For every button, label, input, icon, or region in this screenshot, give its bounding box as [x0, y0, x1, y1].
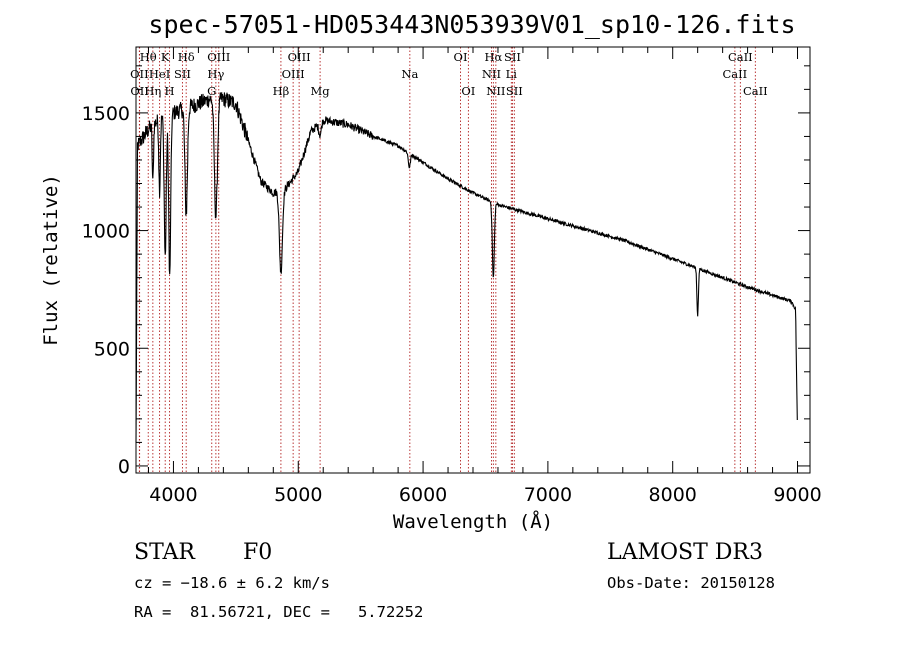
emission-line-label: Hδ: [178, 50, 195, 64]
emission-line-label: OI: [454, 50, 468, 64]
x-tick-label: 9000: [773, 484, 821, 506]
emission-line-label: OI: [461, 84, 475, 98]
axis-ticks: 4000 5000 6000 7000 8000 9000 0 500 1000 1500: [82, 47, 822, 506]
obs-date: Obs-Date: 20150128: [607, 574, 775, 592]
spectrum-line: [135, 92, 798, 443]
x-tick-label: 8000: [649, 484, 697, 506]
subclass-label: F0: [243, 540, 273, 565]
y-tick-label: 1500: [82, 103, 130, 125]
emission-line-label: G: [207, 84, 216, 98]
emission-line-label: OII: [130, 67, 149, 81]
survey-label: LAMOST DR3: [607, 540, 763, 565]
x-axis-label: Wavelength (Å): [393, 510, 553, 533]
x-tick-label: 4000: [149, 484, 197, 506]
emission-line-label: CaII: [728, 50, 753, 64]
emission-line-label: OII: [130, 84, 149, 98]
y-tick-label: 500: [94, 338, 130, 360]
emission-line-label: Hη: [144, 84, 161, 98]
chart-title: spec-57051-HD053443N053939V01_sp10-126.f…: [148, 10, 795, 39]
cz-value: cz = −18.6 ± 6.2 km/s: [134, 574, 330, 592]
emission-line-label: K: [161, 50, 170, 64]
emission-line-label: Hβ: [273, 84, 290, 98]
y-tick-label: 1000: [82, 221, 130, 243]
emission-line-label: NII: [486, 84, 505, 98]
x-tick-label: 7000: [524, 484, 572, 506]
emission-line-label: CaII: [743, 84, 768, 98]
emission-line-label: HeI: [149, 67, 170, 81]
emission-line-label: CaII: [722, 67, 747, 81]
plot-frame: [135, 46, 811, 474]
emission-line-label: Mg: [311, 84, 331, 98]
emission-line-label: OIII: [207, 50, 230, 64]
coordinates: RA = 81.56721, DEC = 5.72252: [134, 603, 424, 621]
emission-line-label: OIII: [288, 50, 311, 64]
emission-line-label: OIII: [282, 67, 305, 81]
emission-line-label: NII: [482, 67, 501, 81]
emission-line-label: Hα: [484, 50, 502, 64]
emission-line-label: H: [165, 84, 175, 98]
emission-line-label: SII: [506, 84, 523, 98]
y-tick-label: 0: [118, 456, 130, 478]
line-markers: [138, 47, 756, 473]
line-labels: OII OII Hθ Hη HeI K H Hδ SII Hγ OIII G Hβ OIII OIII Mg N…: [130, 50, 768, 98]
emission-line-label: SII: [504, 50, 521, 64]
emission-line-label: Na: [401, 67, 418, 81]
emission-line-label: SII: [174, 67, 191, 81]
y-axis-label: Flux (relative): [40, 174, 62, 346]
x-tick-label: 5000: [274, 484, 322, 506]
emission-line-label: Li: [506, 67, 518, 81]
emission-line-label: Hγ: [207, 67, 224, 81]
class-label: STAR: [134, 540, 195, 565]
emission-line-label: Hθ: [140, 50, 157, 64]
x-tick-label: 6000: [399, 484, 447, 506]
